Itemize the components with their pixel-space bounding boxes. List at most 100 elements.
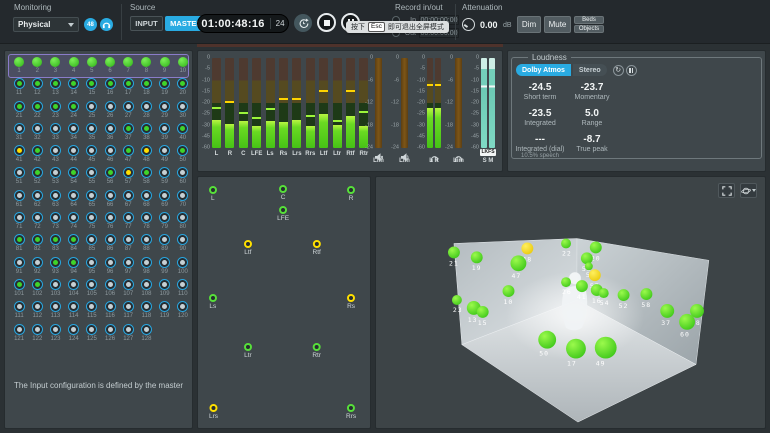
source-section-title: Source (130, 3, 156, 12)
speaker-L[interactable]: L (208, 185, 217, 202)
loudness-metric-label: Range (581, 120, 603, 127)
speaker-ring (243, 342, 252, 351)
loudness-pause-button[interactable] (625, 64, 637, 76)
channel-led (104, 278, 116, 290)
pause-icon (629, 67, 634, 73)
channel-number: 56 (106, 179, 114, 186)
channel-indicator: 44 (65, 145, 83, 167)
fullscreen-button[interactable] (718, 183, 735, 198)
channel-indicator: 71 (10, 212, 28, 234)
speaker-Ltr[interactable]: Ltr (243, 342, 252, 359)
channel-number: 121 (14, 335, 25, 342)
channel-indicator: 87 (119, 234, 137, 256)
channel-indicator: 101 (10, 278, 28, 301)
speaker-LFE[interactable]: LFE (277, 205, 289, 222)
dim-button[interactable]: Dim (517, 16, 541, 33)
speaker-label: Lrs (208, 413, 218, 421)
speaker-Ls[interactable]: Ls (208, 293, 217, 310)
channel-indicator: 53 (46, 167, 64, 189)
channel-number: 66 (106, 201, 114, 208)
mute-button[interactable]: Mute (544, 16, 571, 33)
channel-led-dot (89, 237, 95, 243)
timecode-value: 01:00:48:16 (201, 17, 265, 30)
channel-led (49, 122, 61, 134)
channel-led (104, 256, 116, 268)
speaker-Ltf[interactable]: Ltf (243, 239, 252, 256)
loudness-metric: -23.5 Integrated (514, 108, 566, 134)
channel-led (104, 100, 116, 112)
channel-number: 99 (161, 268, 168, 275)
channel-indicator: 7 (119, 56, 137, 78)
channel-led-dot (71, 215, 77, 221)
speaker-C[interactable]: C (279, 184, 288, 201)
speaker-label: Rs (347, 302, 356, 310)
objects-button[interactable]: Objects (574, 25, 604, 33)
audio-object (447, 246, 460, 259)
channel-number: 82 (33, 246, 41, 253)
source-input-button[interactable]: INPUT (130, 16, 163, 31)
channel-number: 63 (52, 201, 59, 208)
channel-number: 78 (143, 224, 150, 231)
limiter-meter-bar (375, 58, 382, 148)
audio-object (561, 238, 571, 249)
channel-number: 69 (161, 201, 168, 208)
channel-number: 1 (17, 68, 21, 74)
meter-label: L R (429, 158, 439, 164)
speaker-ring (279, 205, 288, 214)
speaker-count-badge[interactable]: 48 (84, 18, 97, 31)
mode-dolby-atmos[interactable]: Dolby Atmos (516, 64, 571, 76)
meter-peak (212, 106, 221, 109)
mode-stereo[interactable]: Stereo (572, 64, 607, 76)
loudness-reset-button[interactable]: ↻ (612, 64, 624, 76)
channel-number: 94 (70, 268, 77, 275)
channel-led-dot (52, 304, 58, 310)
speaker-Rrs[interactable]: Rrs (346, 404, 356, 420)
channel-indicator: 52 (28, 167, 46, 189)
channel-number: 80 (179, 224, 187, 231)
channel-led (86, 167, 98, 179)
channel-led (49, 278, 61, 290)
speaker-Rtr[interactable]: Rtr (312, 342, 321, 359)
room-3d-view[interactable]: 2119484722205655572641165452583718602313… (376, 177, 765, 428)
monitoring-dropdown[interactable]: Physical (13, 17, 79, 32)
channel-led-dot (180, 304, 186, 310)
channel-number: 18 (143, 90, 150, 97)
channel-led-dot (34, 326, 40, 332)
channel-led (13, 278, 25, 290)
orbit-icon (741, 187, 751, 194)
channel-led (68, 167, 80, 179)
speaker-R[interactable]: R (347, 185, 356, 202)
channel-indicator: 39 (156, 122, 174, 145)
attenuation-knob-icon[interactable] (462, 18, 475, 31)
channel-indicator: 24 (65, 100, 83, 123)
channel-number: 12 (33, 90, 41, 97)
channel-led (13, 167, 25, 179)
speaker-Lrs[interactable]: Lrs (209, 404, 218, 420)
channel-number: 11 (15, 90, 23, 97)
channel-led-dot (52, 281, 58, 287)
channel-indicator: 45 (83, 145, 101, 167)
channel-led-dot (71, 259, 77, 265)
channel-led (86, 145, 98, 157)
channel-led (31, 189, 43, 201)
channel-led-dot (143, 259, 149, 265)
beds-button[interactable]: Beds (574, 16, 604, 24)
view-mode-button[interactable] (740, 183, 757, 198)
channel-number: 86 (106, 246, 114, 253)
channel-led (31, 78, 43, 90)
sync-button[interactable] (294, 14, 312, 32)
channel-led (49, 256, 61, 268)
meter-label: Rtr (359, 151, 369, 157)
channel-led-dot (107, 237, 113, 243)
channel-led-dot (89, 281, 95, 287)
audio-object (476, 305, 489, 318)
headphone-monitor-button[interactable] (100, 18, 113, 31)
channel-number: 73 (52, 224, 59, 231)
stop-button[interactable] (317, 13, 336, 32)
channel-number: 22 (33, 112, 41, 119)
channel-led-dot (125, 148, 131, 154)
loudness-metric: -23.7 Momentary (566, 82, 618, 108)
speaker-Rtf[interactable]: Rtf (313, 239, 321, 256)
meter-level (212, 120, 221, 148)
speaker-Rs[interactable]: Rs (347, 293, 356, 310)
